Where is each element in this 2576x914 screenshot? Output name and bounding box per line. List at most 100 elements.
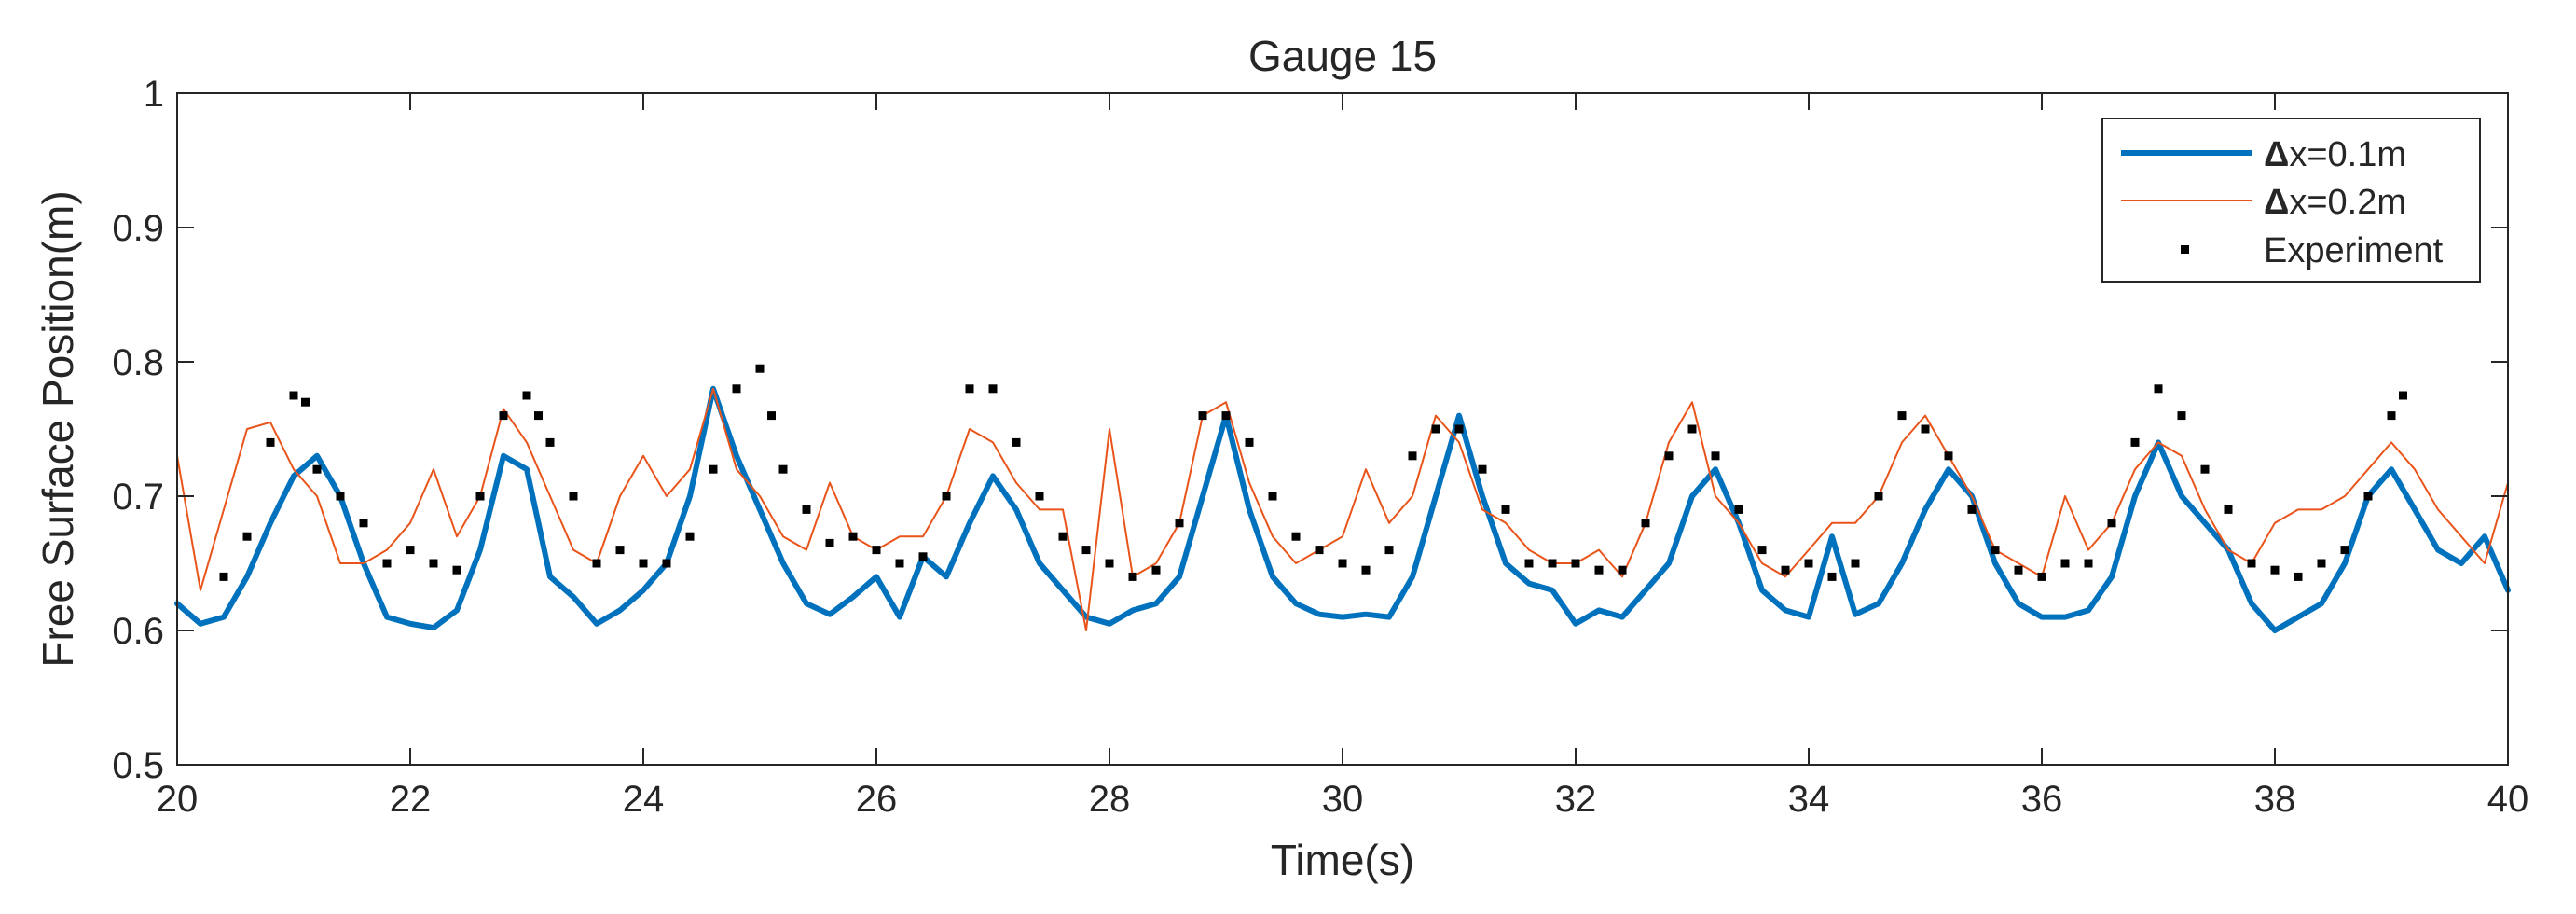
- data-point: [802, 505, 811, 514]
- data-point: [1384, 546, 1394, 555]
- data-point: [406, 546, 415, 555]
- x-tick-label: 20: [157, 779, 199, 820]
- data-point: [1221, 411, 1231, 421]
- x-tick-label: 24: [623, 779, 665, 820]
- data-point: [942, 492, 951, 501]
- delta-symbol: Δ: [2264, 183, 2289, 222]
- data-point: [1664, 451, 1674, 461]
- data-point: [767, 411, 776, 421]
- data-point: [1781, 565, 1790, 575]
- data-point: [499, 411, 508, 421]
- data-point: [1944, 451, 1953, 461]
- data-point: [709, 464, 718, 474]
- data-point: [1571, 559, 1580, 568]
- data-point: [918, 552, 928, 561]
- data-point: [1198, 411, 1207, 421]
- data-point: [1081, 546, 1091, 555]
- data-point: [1151, 565, 1161, 575]
- y-tick-label: 0.7: [112, 477, 164, 518]
- data-point: [685, 532, 695, 541]
- series-1: [174, 385, 2511, 633]
- data-point: [1408, 451, 1417, 461]
- data-point: [1454, 424, 1464, 434]
- data-point: [592, 559, 601, 568]
- data-point: [639, 559, 648, 568]
- data-point: [2200, 464, 2210, 474]
- data-point: [1315, 546, 1324, 555]
- data-point: [1058, 532, 1068, 541]
- data-point: [732, 384, 741, 394]
- data-point: [1594, 565, 1604, 575]
- x-tick-label: 40: [2487, 779, 2529, 820]
- data-point: [2060, 559, 2070, 568]
- data-point: [2363, 492, 2373, 501]
- data-point: [219, 572, 228, 581]
- data-point: [1128, 572, 1137, 581]
- data-point: [1711, 451, 1720, 461]
- y-tick-label: 0.8: [112, 342, 164, 383]
- data-point: [1175, 519, 1184, 528]
- data-point: [1338, 559, 1347, 568]
- y-tick-label: 0.5: [112, 745, 164, 786]
- data-point: [2084, 559, 2093, 568]
- legend-label-series-3: Experiment: [2264, 231, 2444, 270]
- x-tick-label: 30: [1322, 779, 1364, 820]
- data-point: [2107, 519, 2116, 528]
- x-axis-title: Time(s): [1271, 836, 1414, 884]
- data-point: [895, 559, 904, 568]
- data-point: [2224, 505, 2233, 514]
- data-point: [452, 565, 461, 575]
- x-tick-label: 38: [2254, 779, 2296, 820]
- data-point: [2247, 559, 2256, 568]
- data-point: [1804, 559, 1813, 568]
- data-point: [965, 384, 974, 394]
- data-point: [662, 559, 671, 568]
- data-point: [2387, 411, 2396, 421]
- data-point: [1851, 559, 1860, 568]
- data-point: [1827, 572, 1837, 581]
- data-point: [522, 391, 531, 400]
- chart-title: Gauge 15: [1248, 32, 1437, 80]
- series-line-2: [176, 387, 2509, 631]
- legend-label-series-2: Δx=0.2m: [2264, 183, 2406, 222]
- data-point: [1921, 424, 1930, 434]
- data-point: [2317, 559, 2326, 568]
- data-point: [1478, 464, 1487, 474]
- data-point: [382, 559, 392, 568]
- x-tick-label: 26: [856, 779, 898, 820]
- legend-text-series-1: x=0.1m: [2289, 135, 2406, 174]
- data-point: [1431, 424, 1440, 434]
- data-point: [301, 397, 310, 407]
- series-line-1: [174, 385, 2511, 633]
- data-point: [1897, 411, 1907, 421]
- data-point: [569, 492, 578, 501]
- legend-label-series-1: Δx=0.1m: [2264, 135, 2406, 174]
- data-point: [2130, 437, 2140, 447]
- data-point: [2037, 572, 2046, 581]
- data-point: [242, 532, 252, 541]
- legend: Δx=0.1m Δx=0.2m Experiment: [2101, 118, 2481, 283]
- data-point: [1874, 492, 1883, 501]
- series-2: [176, 387, 2509, 631]
- data-point: [1012, 437, 1021, 447]
- data-point: [1991, 546, 2000, 555]
- data-point: [988, 384, 998, 394]
- x-tick-label: 34: [1788, 779, 1830, 820]
- data-point: [2177, 411, 2186, 421]
- data-point: [2294, 572, 2303, 581]
- data-point: [429, 559, 438, 568]
- data-point: [475, 492, 485, 501]
- y-tick-label: 1: [144, 74, 164, 115]
- data-point: [615, 546, 625, 555]
- series-3: [219, 364, 2407, 581]
- x-tick-label: 22: [390, 779, 432, 820]
- data-point: [872, 546, 881, 555]
- data-point: [312, 464, 322, 474]
- data-point: [1967, 505, 1977, 514]
- y-tick-label: 0.6: [112, 611, 164, 652]
- data-point: [1268, 492, 1277, 501]
- plot-area: [174, 364, 2511, 633]
- data-point: [534, 411, 543, 421]
- legend-marker-series-3: [2181, 245, 2189, 254]
- data-point: [1501, 505, 1510, 514]
